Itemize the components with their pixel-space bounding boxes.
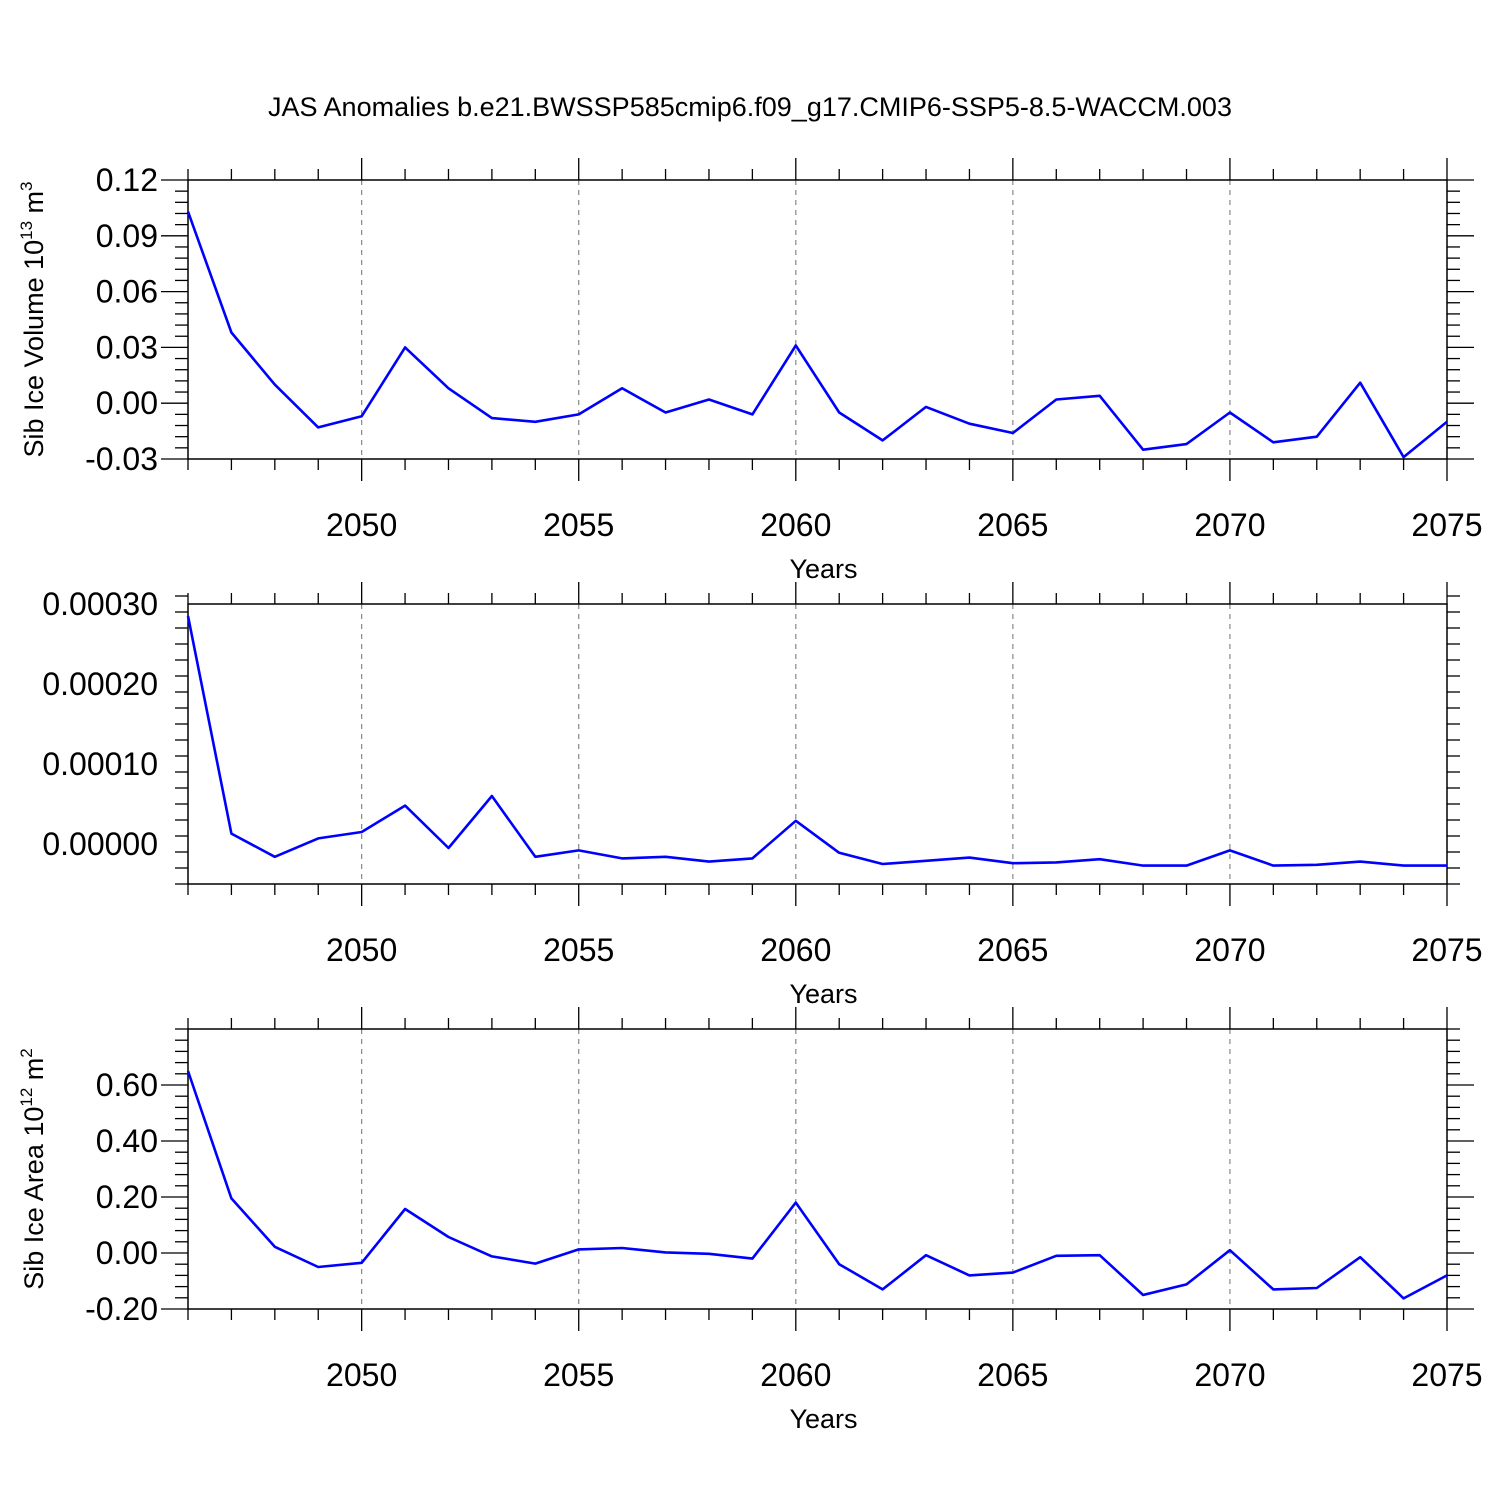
y-tick-label: 0.03 [96, 329, 158, 365]
y-tick-label: -0.20 [85, 1291, 158, 1327]
x-tick-label: 2050 [326, 507, 397, 543]
y-tick-label: 0.00030 [42, 586, 158, 622]
series-line [188, 1071, 1447, 1298]
series-line [188, 212, 1447, 458]
x-axis-label: Years [789, 554, 857, 584]
y-tick-label: 0.12 [96, 162, 158, 198]
y-axis-label-text: Sib Ice Area 10 [19, 1107, 49, 1290]
plot-frame [188, 604, 1447, 884]
x-tick-label: 2070 [1194, 932, 1265, 968]
y-tick-label: 0.00020 [42, 666, 158, 702]
panel-3: 2050 2055 2060 2065 2070 2075 Years -0.20 0.00 0.… [17, 1007, 1483, 1434]
figure-title: JAS Anomalies b.e21.BWSSP585cmip6.f09_g1… [268, 92, 1232, 122]
x-axis-label: Years [789, 1404, 857, 1434]
y-tick-label: 0.00000 [42, 826, 158, 862]
y-axis-label-unit-exponent: 2 [17, 1048, 36, 1057]
x-tick-label: 2055 [543, 507, 614, 543]
x-axis-label: Years [789, 979, 857, 1009]
y-tick-label: -0.03 [85, 441, 158, 477]
x-tick-label: 2060 [760, 507, 831, 543]
y-tick-label: 0.40 [96, 1123, 158, 1159]
y-axis-label-text: Sib Ice Volume 10 [19, 240, 49, 458]
x-tick-label: 2070 [1194, 1357, 1265, 1393]
plot-frame [188, 180, 1447, 459]
x-tick-label: 2070 [1194, 507, 1265, 543]
y-tick-label: 0.06 [96, 274, 158, 310]
plot-frame [188, 1029, 1447, 1309]
x-tick-label: 2055 [543, 932, 614, 968]
y-axis-label-unit: m [19, 1058, 49, 1088]
y-axis-label-unit-exponent: 3 [17, 181, 36, 190]
y-axis-label: Sib Ice Area 1012 m2 [17, 1048, 49, 1290]
x-tick-label: 2065 [977, 1357, 1048, 1393]
x-tick-label: 2050 [326, 1357, 397, 1393]
y-axis-label-exponent: 13 [17, 221, 36, 240]
x-tick-label: 2065 [977, 932, 1048, 968]
x-tick-label: 2060 [760, 932, 831, 968]
x-tick-label: 2075 [1411, 932, 1482, 968]
y-tick-label: 0.09 [96, 218, 158, 254]
x-tick-label: 2075 [1411, 507, 1482, 543]
series-line [188, 616, 1447, 866]
x-tick-label: 2060 [760, 1357, 831, 1393]
x-tick-label: 2055 [543, 1357, 614, 1393]
y-tick-label: 0.00010 [42, 746, 158, 782]
y-axis-label-exponent: 12 [17, 1088, 36, 1107]
x-tick-label: 2050 [326, 932, 397, 968]
y-tick-label: 0.00 [96, 385, 158, 421]
y-tick-label: 0.60 [96, 1067, 158, 1103]
panel-2: 2050 2055 2060 2065 2070 2075 Years 0.00000 0.00… [42, 582, 1482, 1009]
y-tick-label: 0.20 [96, 1179, 158, 1215]
panel-1: 2050 2055 2060 2065 2070 2075 Years -0.03 0.00 0.… [17, 158, 1483, 584]
x-tick-label: 2065 [977, 507, 1048, 543]
x-tick-label: 2075 [1411, 1357, 1482, 1393]
y-axis-label: Sib Ice Volume 1013 m3 [17, 181, 49, 457]
y-axis-label-unit: m [19, 191, 49, 221]
y-tick-label: 0.00 [96, 1235, 158, 1271]
